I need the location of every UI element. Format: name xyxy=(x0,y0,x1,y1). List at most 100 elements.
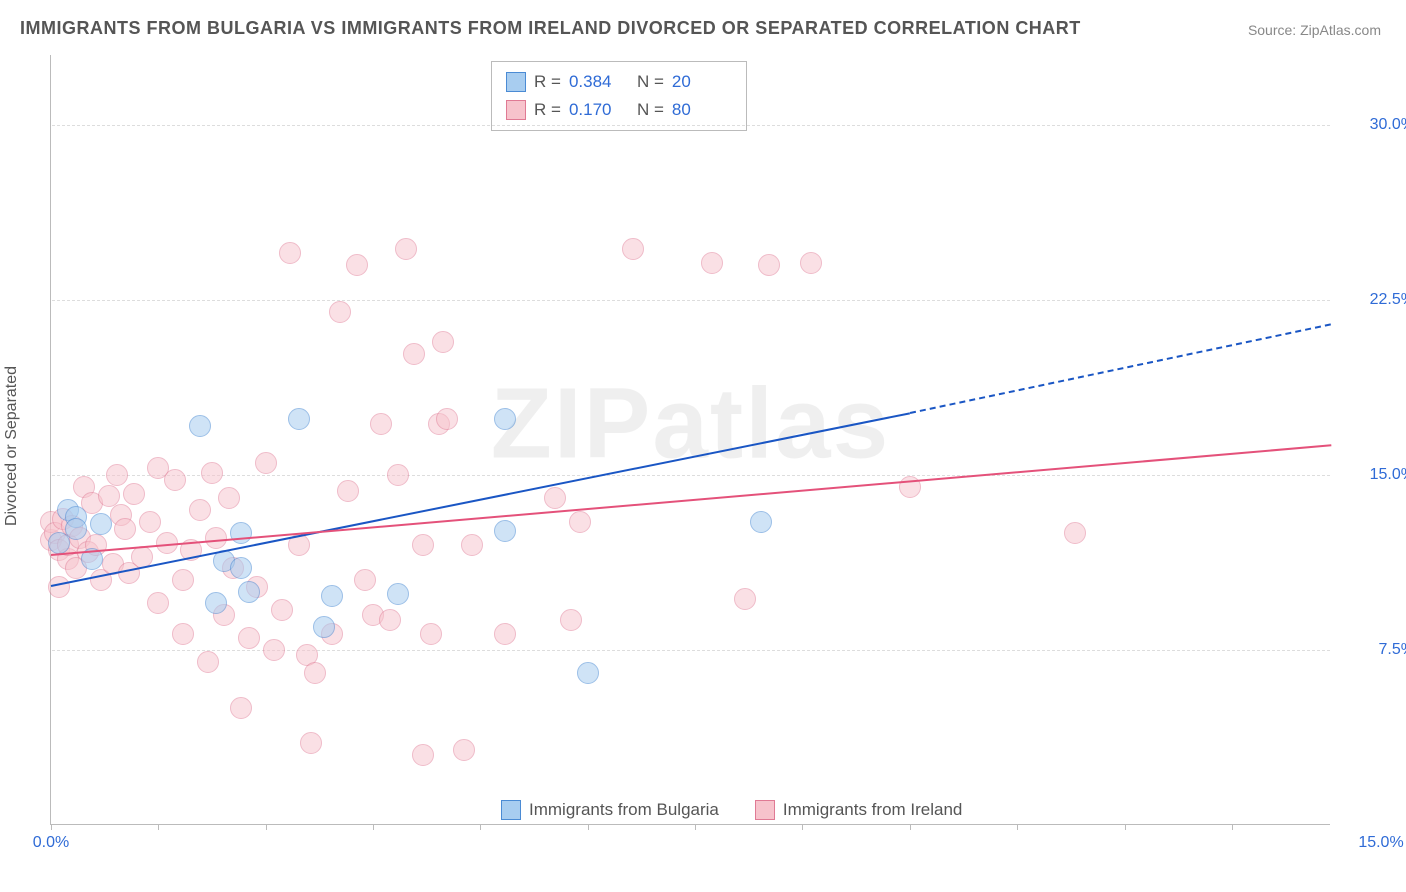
scatter-point-ireland xyxy=(300,732,322,754)
scatter-point-ireland xyxy=(734,588,756,610)
scatter-point-ireland xyxy=(1064,522,1086,544)
scatter-point-ireland xyxy=(461,534,483,556)
stats-legend: R = 0.384 N = 20 R = 0.170 N = 80 xyxy=(491,61,747,131)
n-label: N = xyxy=(637,100,664,120)
stats-legend-row-bulgaria: R = 0.384 N = 20 xyxy=(506,68,732,96)
legend-swatch-bulgaria xyxy=(506,72,526,92)
legend-swatch-ireland xyxy=(755,800,775,820)
scatter-point-ireland xyxy=(147,592,169,614)
scatter-point-ireland xyxy=(255,452,277,474)
scatter-point-ireland xyxy=(403,343,425,365)
chart-title: IMMIGRANTS FROM BULGARIA VS IMMIGRANTS F… xyxy=(20,18,1081,39)
x-tick xyxy=(373,824,374,830)
scatter-point-ireland xyxy=(370,413,392,435)
scatter-point-bulgaria xyxy=(230,557,252,579)
y-axis-label: Divorced or Separated xyxy=(3,366,21,526)
x-tick xyxy=(588,824,589,830)
scatter-point-ireland xyxy=(412,744,434,766)
y-tick-label: 22.5% xyxy=(1345,291,1406,309)
scatter-point-ireland xyxy=(123,483,145,505)
scatter-point-bulgaria xyxy=(90,513,112,535)
scatter-point-ireland xyxy=(189,499,211,521)
scatter-point-ireland xyxy=(201,462,223,484)
trend-line-bulgaria-dashed xyxy=(910,323,1332,414)
stats-legend-row-ireland: R = 0.170 N = 80 xyxy=(506,96,732,124)
scatter-point-ireland xyxy=(354,569,376,591)
x-tick xyxy=(1125,824,1126,830)
scatter-point-bulgaria xyxy=(230,522,252,544)
scatter-point-ireland xyxy=(560,609,582,631)
x-tick xyxy=(1017,824,1018,830)
scatter-point-bulgaria xyxy=(494,520,516,542)
scatter-point-ireland xyxy=(432,331,454,353)
scatter-point-ireland xyxy=(218,487,240,509)
scatter-point-ireland xyxy=(230,697,252,719)
y-tick-label: 30.0% xyxy=(1345,116,1406,134)
scatter-point-bulgaria xyxy=(577,662,599,684)
bottom-legend: Immigrants from Bulgaria Immigrants from… xyxy=(491,800,972,820)
scatter-point-bulgaria xyxy=(321,585,343,607)
legend-label-bulgaria: Immigrants from Bulgaria xyxy=(529,800,719,820)
scatter-point-bulgaria xyxy=(238,581,260,603)
legend-item-bulgaria: Immigrants from Bulgaria xyxy=(501,800,719,820)
scatter-point-bulgaria xyxy=(387,583,409,605)
scatter-point-ireland xyxy=(395,238,417,260)
scatter-point-ireland xyxy=(346,254,368,276)
legend-item-ireland: Immigrants from Ireland xyxy=(755,800,963,820)
scatter-point-ireland xyxy=(114,518,136,540)
scatter-point-bulgaria xyxy=(288,408,310,430)
n-value-bulgaria: 20 xyxy=(672,72,732,92)
legend-swatch-ireland xyxy=(506,100,526,120)
n-value-ireland: 80 xyxy=(672,100,732,120)
scatter-point-ireland xyxy=(139,511,161,533)
scatter-point-ireland xyxy=(800,252,822,274)
gridline xyxy=(52,300,1330,301)
scatter-point-ireland xyxy=(238,627,260,649)
scatter-point-ireland xyxy=(412,534,434,556)
scatter-point-ireland xyxy=(337,480,359,502)
y-tick-label: 7.5% xyxy=(1345,641,1406,659)
scatter-point-ireland xyxy=(48,576,70,598)
x-tick xyxy=(480,824,481,830)
x-tick-label: 0.0% xyxy=(33,834,69,852)
plot-region: ZIPatlas R = 0.384 N = 20 R = 0.170 N = … xyxy=(50,55,1330,825)
scatter-point-ireland xyxy=(197,651,219,673)
watermark: ZIPatlas xyxy=(491,367,891,482)
r-value-ireland: 0.170 xyxy=(569,100,629,120)
n-label: N = xyxy=(637,72,664,92)
scatter-point-ireland xyxy=(329,301,351,323)
scatter-point-bulgaria xyxy=(189,415,211,437)
r-value-bulgaria: 0.384 xyxy=(569,72,629,92)
scatter-point-ireland xyxy=(164,469,186,491)
scatter-point-ireland xyxy=(758,254,780,276)
scatter-point-ireland xyxy=(304,662,326,684)
scatter-point-ireland xyxy=(172,623,194,645)
scatter-point-bulgaria xyxy=(313,616,335,638)
gridline xyxy=(52,650,1330,651)
scatter-point-bulgaria xyxy=(205,592,227,614)
chart-area: ZIPatlas R = 0.384 N = 20 R = 0.170 N = … xyxy=(50,55,1330,825)
r-label: R = xyxy=(534,72,561,92)
r-label: R = xyxy=(534,100,561,120)
scatter-point-ireland xyxy=(569,511,591,533)
legend-swatch-bulgaria xyxy=(501,800,521,820)
scatter-point-ireland xyxy=(205,527,227,549)
y-tick-label: 15.0% xyxy=(1345,466,1406,484)
scatter-point-ireland xyxy=(387,464,409,486)
scatter-point-ireland xyxy=(271,599,293,621)
x-tick xyxy=(266,824,267,830)
scatter-point-ireland xyxy=(544,487,566,509)
scatter-point-ireland xyxy=(436,408,458,430)
scatter-point-ireland xyxy=(279,242,301,264)
x-tick xyxy=(695,824,696,830)
x-tick xyxy=(51,824,52,830)
gridline xyxy=(52,125,1330,126)
scatter-point-ireland xyxy=(420,623,442,645)
scatter-point-ireland xyxy=(106,464,128,486)
x-tick xyxy=(802,824,803,830)
scatter-point-bulgaria xyxy=(494,408,516,430)
scatter-point-ireland xyxy=(379,609,401,631)
x-tick xyxy=(910,824,911,830)
scatter-point-ireland xyxy=(622,238,644,260)
gridline xyxy=(52,475,1330,476)
